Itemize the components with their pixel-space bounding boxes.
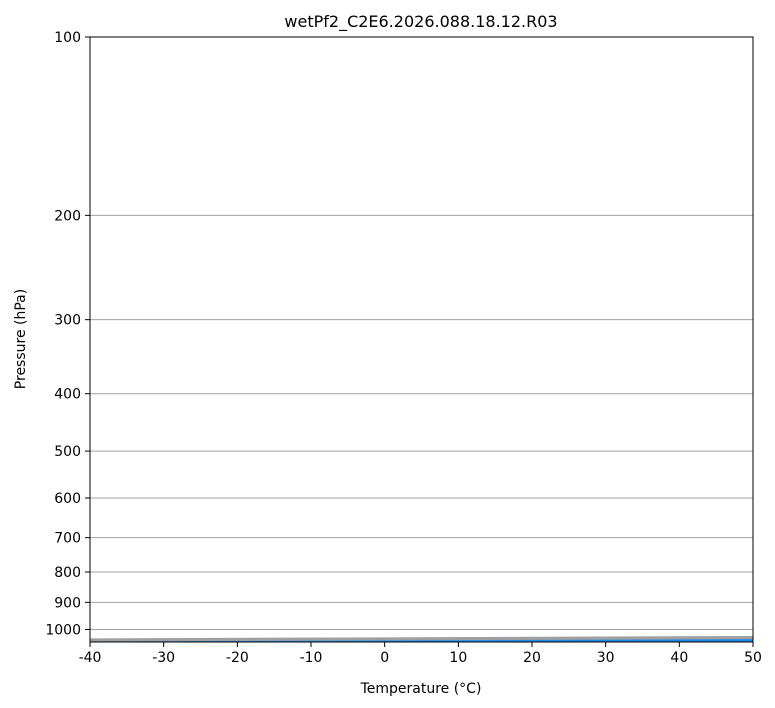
- y-tick-label: 300: [54, 313, 81, 329]
- y-tick-label: 500: [54, 444, 81, 460]
- y-tick-label: 800: [54, 565, 81, 581]
- y-axis-label: Pressure (hPa): [13, 289, 29, 389]
- x-axis-label: Temperature (°C): [360, 681, 482, 697]
- x-tick-label: 40: [670, 650, 688, 666]
- y-tick-label: 1000: [45, 622, 81, 638]
- plot-area: 0.10.20.40.611.52346810131620253036-100-…: [90, 37, 753, 642]
- y-tick-label: 100: [54, 30, 81, 46]
- x-tick-label: -10: [300, 650, 323, 666]
- x-tick-label: 0: [380, 650, 389, 666]
- chart-title: wetPf2_C2E6.2026.088.18.12.R03: [284, 12, 557, 32]
- x-tick-label: 20: [523, 650, 541, 666]
- x-tick-label: 10: [449, 650, 467, 666]
- plot-frame: [89, 36, 754, 643]
- y-tick-label: 900: [54, 595, 81, 611]
- y-tick-label: 600: [54, 491, 81, 507]
- y-tick-label: 200: [54, 208, 81, 224]
- x-tick-label: -30: [152, 650, 175, 666]
- x-tick-label: 30: [597, 650, 615, 666]
- x-tick-label: -40: [79, 650, 102, 666]
- x-tick-label: 50: [744, 650, 762, 666]
- x-tick-label: -20: [226, 650, 249, 666]
- axis-ticks: -40 -30 -20 -10 0 10 20 30 40 50 1000 900 800 700 600 5…: [45, 30, 762, 666]
- pressure-grid: [90, 37, 753, 630]
- y-tick-label: 700: [54, 531, 81, 547]
- y-tick-label: 400: [54, 387, 81, 403]
